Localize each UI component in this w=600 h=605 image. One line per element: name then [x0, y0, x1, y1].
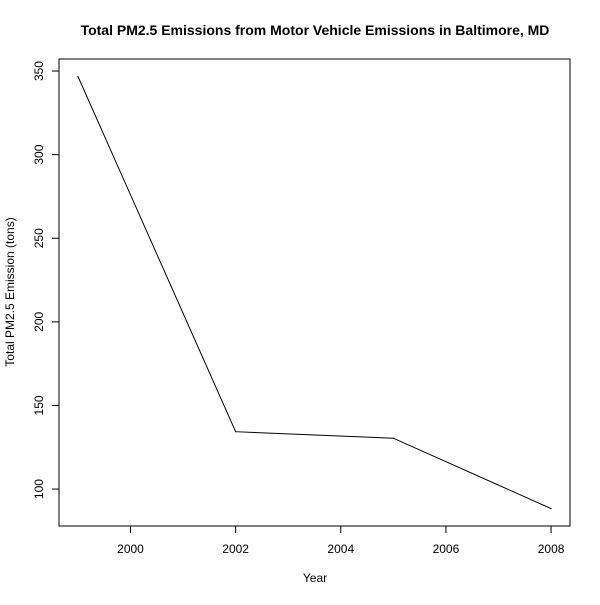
data-point [550, 508, 552, 510]
x-tick-label: 2002 [222, 542, 249, 556]
y-tick-label: 350 [32, 61, 46, 81]
data-point [77, 75, 79, 77]
y-tick-label: 250 [32, 228, 46, 248]
y-tick-label: 200 [32, 312, 46, 332]
data-point [235, 431, 237, 433]
x-axis-label: Year [303, 571, 327, 585]
y-tick-label: 150 [32, 395, 46, 415]
series-line [77, 76, 552, 510]
x-tick-label: 2004 [327, 542, 354, 556]
x-tick-label: 2008 [538, 542, 565, 556]
y-axis: 100 150 200 250 300 350 [32, 61, 59, 499]
plot-frame [58, 58, 571, 527]
y-axis-label: Total PM2.5 Emission (tons) [3, 217, 17, 366]
x-axis: 2000 2002 2004 2006 2008 [117, 526, 565, 556]
y-tick-label: 300 [32, 144, 46, 164]
data-point [392, 437, 394, 439]
series-layer [77, 75, 552, 510]
x-tick-label: 2006 [433, 542, 460, 556]
chart-title: Total PM2.5 Emissions from Motor Vehicle… [81, 22, 550, 38]
x-tick-label: 2000 [117, 542, 144, 556]
y-tick-label: 100 [32, 479, 46, 499]
